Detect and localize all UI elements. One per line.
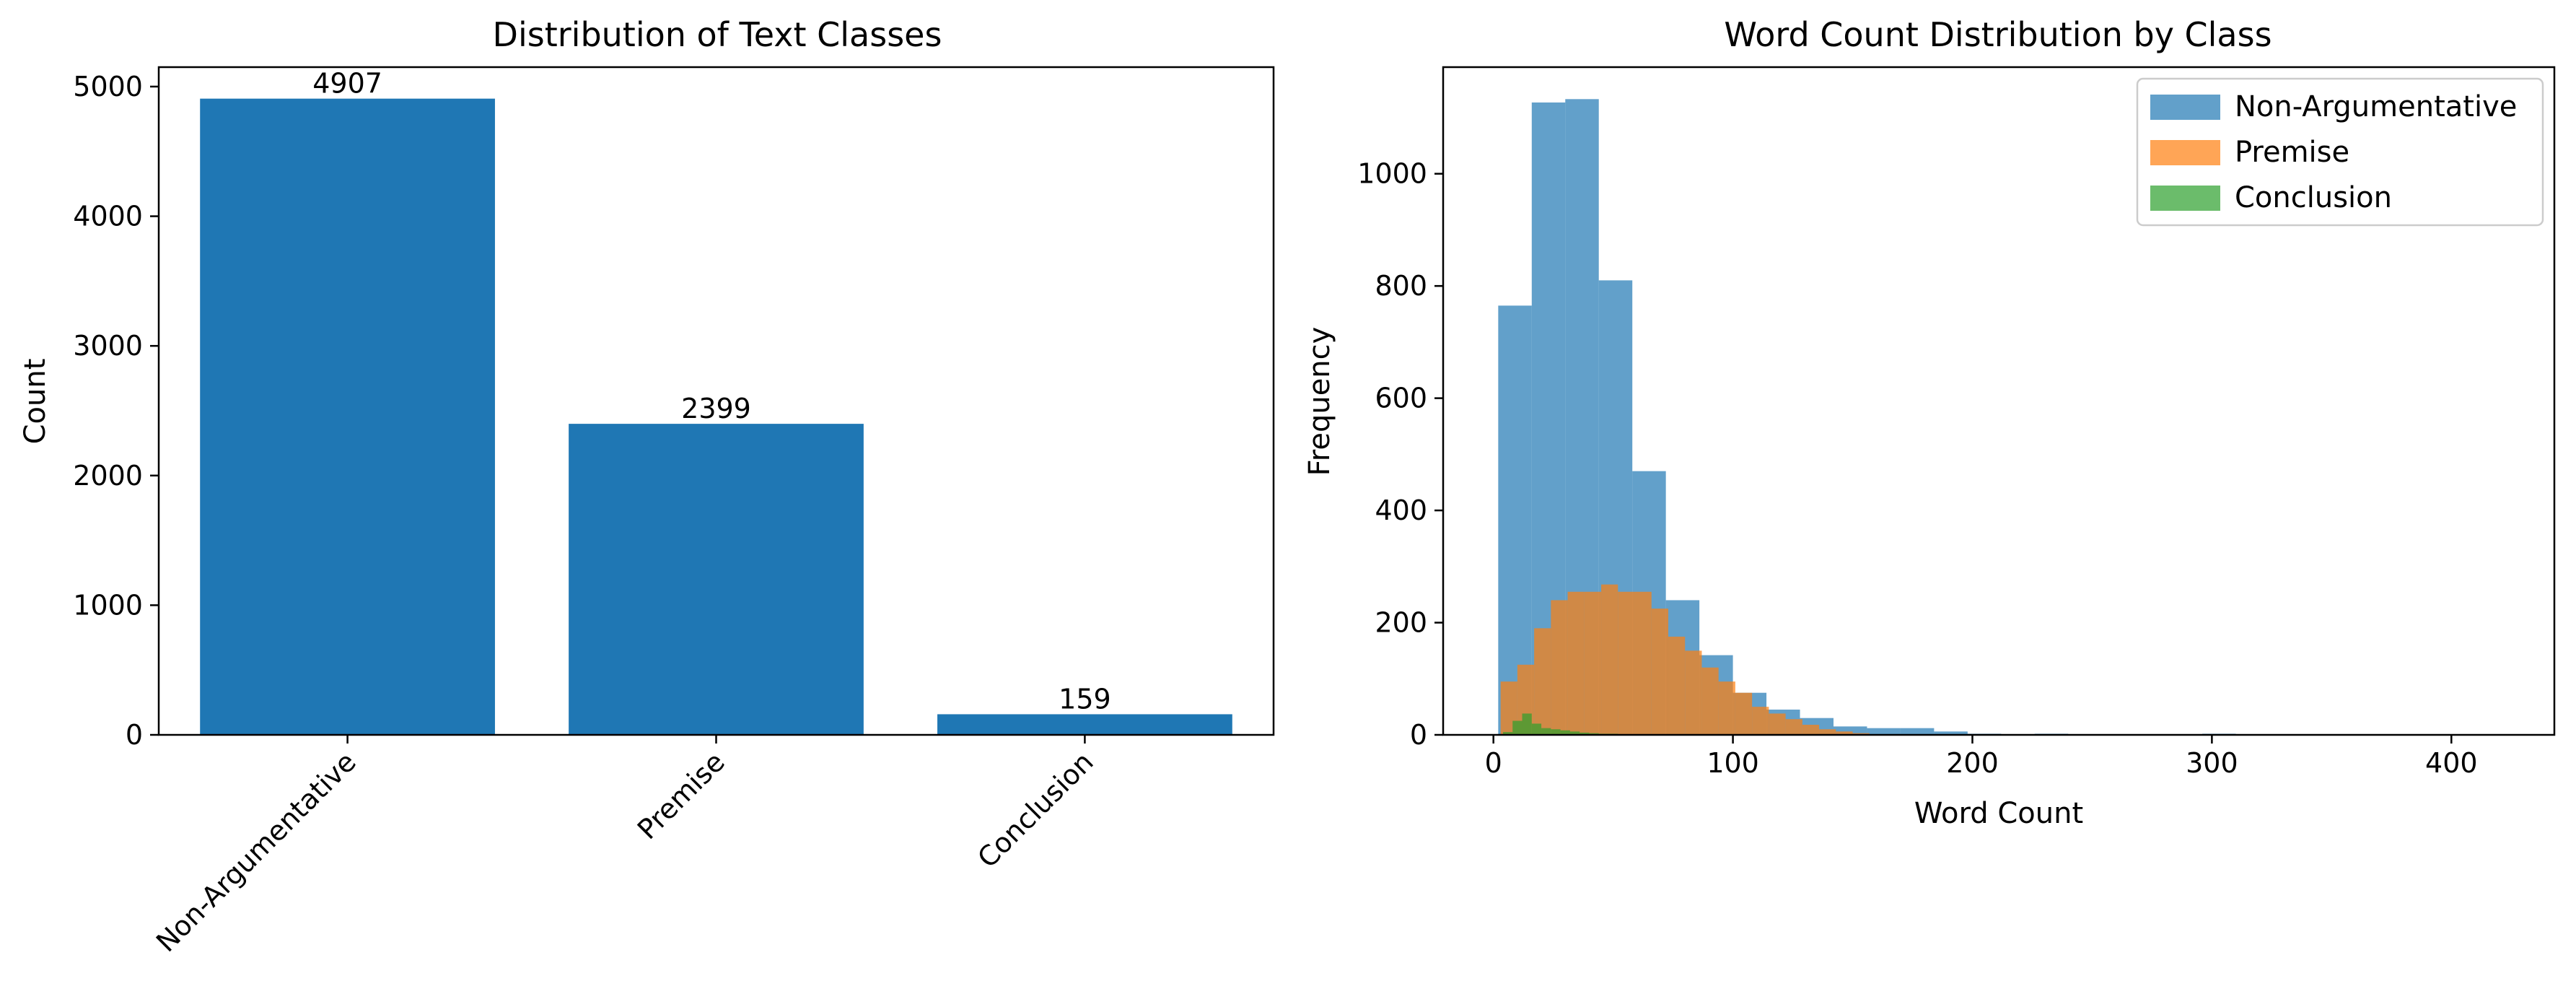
y-tick-label: 3000 bbox=[73, 330, 143, 362]
y-tick-label: 4000 bbox=[73, 201, 143, 232]
histogram-bin bbox=[1752, 707, 1769, 735]
histogram-bin bbox=[1900, 728, 1935, 735]
x-tick-label: 100 bbox=[1707, 747, 1759, 779]
histogram-bin bbox=[1498, 305, 1532, 735]
series-conclusion bbox=[1502, 713, 1628, 735]
legend-swatch bbox=[2150, 95, 2220, 120]
histogram-bin bbox=[1551, 600, 1568, 735]
chart-title: Distribution of Text Classes bbox=[493, 15, 942, 54]
y-axis-label: Frequency bbox=[1303, 327, 1336, 476]
histogram-bin bbox=[1867, 728, 1901, 735]
legend-frame bbox=[2136, 77, 2544, 227]
histogram-bin bbox=[1668, 636, 1686, 735]
histogram-bin bbox=[1836, 731, 1853, 735]
x-axis-label: Word Count bbox=[1914, 797, 2083, 830]
histogram-bin bbox=[1551, 729, 1561, 735]
y-tick-label: 0 bbox=[126, 719, 143, 751]
histogram-bin bbox=[1580, 732, 1590, 735]
histogram-bin bbox=[1701, 667, 1719, 735]
series-premise bbox=[1500, 584, 1870, 735]
plot-frame bbox=[157, 66, 1275, 736]
histogram-bin bbox=[1735, 692, 1753, 735]
histogram-bin bbox=[1512, 720, 1523, 735]
bar-premise bbox=[569, 424, 864, 735]
histogram-bin bbox=[1534, 628, 1551, 735]
histogram-bin bbox=[1685, 650, 1702, 735]
data-label: 2399 bbox=[681, 393, 751, 424]
data-label: 4907 bbox=[312, 68, 382, 100]
x-tick-label: 300 bbox=[2186, 747, 2238, 779]
histogram-bin bbox=[1541, 728, 1551, 735]
histogram-bin bbox=[1502, 732, 1513, 735]
histogram-bin bbox=[1833, 726, 1867, 735]
word-count-histogram: Word Count Distribution by Class 0 200 400… bbox=[1303, 15, 2556, 830]
legend-swatch bbox=[2150, 140, 2220, 165]
y-tick-label: 5000 bbox=[73, 71, 143, 103]
legend-label: Non-Argumentative bbox=[2235, 90, 2517, 123]
x-tick-label: Premise bbox=[631, 746, 731, 845]
histogram-bin bbox=[1569, 731, 1580, 735]
histogram-bin bbox=[1560, 730, 1570, 735]
histogram-bin bbox=[1601, 584, 1618, 735]
y-tick-label: 1000 bbox=[73, 589, 143, 621]
histogram-bin bbox=[1651, 609, 1668, 735]
histogram-bin bbox=[1769, 713, 1786, 735]
bar-conclusion bbox=[937, 714, 1232, 735]
x-tick-label: Conclusion bbox=[971, 746, 1100, 874]
y-tick-label: 600 bbox=[1375, 383, 1427, 414]
histogram-bin bbox=[1618, 591, 1635, 735]
histogram-bin bbox=[1522, 713, 1532, 735]
y-axis-label: Count bbox=[19, 359, 52, 445]
y-tick-label: 400 bbox=[1375, 494, 1427, 526]
y-tick-label: 200 bbox=[1375, 607, 1427, 639]
histogram-bin bbox=[1567, 591, 1585, 735]
legend: Non-Argumentative Premise Conclusion bbox=[2136, 77, 2544, 227]
x-tick-label: 0 bbox=[1485, 747, 1502, 779]
legend-swatch bbox=[2150, 186, 2220, 211]
histogram-bin bbox=[1785, 719, 1802, 735]
histogram-bin bbox=[1802, 725, 1820, 735]
histogram-bin bbox=[1819, 729, 1836, 735]
histogram-bin bbox=[1584, 591, 1602, 735]
histogram-bin bbox=[1718, 681, 1735, 735]
legend-label: Conclusion bbox=[2235, 181, 2392, 214]
data-label: 159 bbox=[1059, 683, 1111, 715]
histogram-bin bbox=[1934, 731, 1968, 735]
x-tick-label: Non-Argumentative bbox=[150, 746, 362, 958]
y-tick-label: 800 bbox=[1375, 270, 1427, 302]
histogram-bin bbox=[1531, 723, 1542, 735]
plot-frame bbox=[1442, 66, 2556, 736]
histogram-bin bbox=[1634, 591, 1652, 735]
y-tick-label: 0 bbox=[1410, 719, 1427, 751]
chart-title: Word Count Distribution by Class bbox=[1724, 15, 2271, 54]
x-tick-label: 400 bbox=[2425, 747, 2478, 779]
y-tick-label: 1000 bbox=[1357, 158, 1427, 190]
x-tick-label: 200 bbox=[1946, 747, 1999, 779]
class-distribution-chart: Distribution of Text Classes 4907 2399 159… bbox=[19, 15, 1275, 958]
bar-non-argumentative bbox=[200, 98, 495, 735]
y-tick-label: 2000 bbox=[73, 460, 143, 492]
legend-label: Premise bbox=[2235, 136, 2349, 169]
